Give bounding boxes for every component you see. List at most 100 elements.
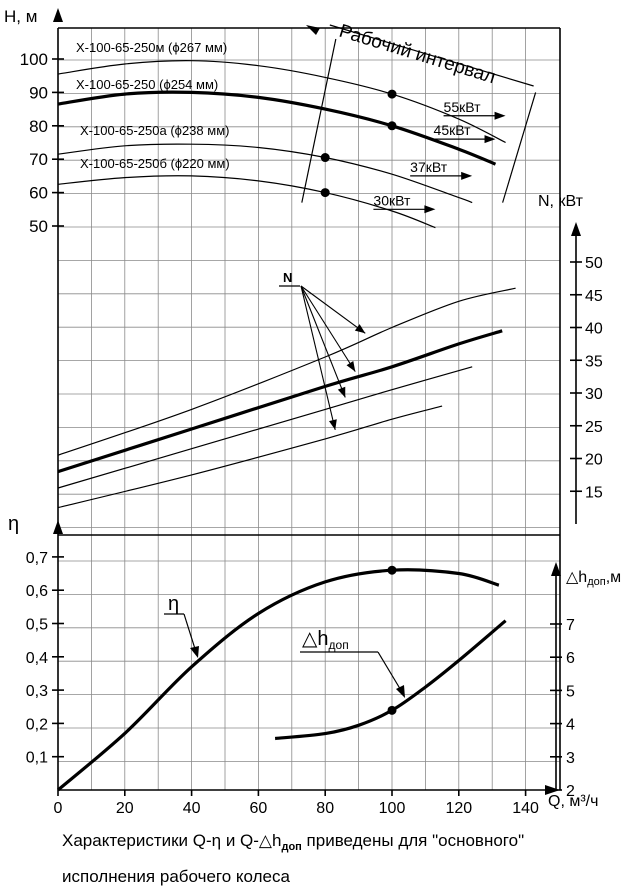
npsh-marker — [387, 705, 397, 715]
power-curves: N — [57, 270, 516, 509]
n-axis-arrow — [571, 222, 581, 236]
efficiency-arrowhead — [190, 646, 199, 658]
chart-caption: Характеристики Q-η и Q-△hдоп приведены д… — [62, 826, 632, 892]
h-tick-label: 70 — [29, 150, 48, 169]
efficiency-leader — [183, 613, 197, 653]
head-curve-marker — [320, 188, 330, 198]
n-tick-label: 25 — [585, 419, 603, 436]
working-interval-left-boundary — [301, 38, 337, 203]
working-interval-right-boundary — [502, 92, 537, 203]
power-curves-arrowhead — [329, 419, 337, 430]
efficiency-curve — [56, 568, 500, 792]
caption-line-1-b: приведены для "основного" — [301, 831, 525, 850]
eta-tick-label: 0,3 — [26, 683, 48, 700]
n-tick-label: 15 — [585, 484, 603, 501]
power-rating-arrowhead — [461, 171, 473, 180]
q-tick-label: 40 — [183, 800, 201, 817]
power-curves-leader — [300, 285, 346, 398]
h-tick-label: 90 — [29, 83, 48, 102]
axis-ticks: 0 20 40 60 80 100 120 1405060708090100152025303… — [20, 50, 603, 817]
grid — [58, 28, 560, 790]
power-rating-label: 45кВт — [434, 122, 472, 138]
power-curve — [57, 366, 473, 489]
dh-tick-label: 3 — [566, 750, 575, 767]
working-interval-arrowhead — [306, 25, 320, 35]
caption-line-2: исполнения рабочего колеса — [62, 867, 290, 886]
dh-axis-title-unit: ,м — [606, 569, 621, 586]
q-axis-title: Q, м³/ч — [548, 793, 598, 810]
head-curve — [57, 175, 436, 229]
n-tick-label: 50 — [585, 255, 603, 272]
eta-tick-label: 0,5 — [26, 617, 48, 634]
caption-line-1-a: Характеристики Q-η и Q-△h — [62, 831, 282, 850]
eta-tick-label: 0,2 — [26, 716, 48, 733]
q-tick-label: 20 — [116, 800, 134, 817]
working-interval: Рабочий интервал 55кВт 45кВт 37кВт 30кВт — [301, 21, 537, 214]
q-tick-label: 120 — [445, 800, 472, 817]
dh-tick-label: 4 — [566, 717, 575, 734]
power-rating-label: 37кВт — [410, 159, 448, 175]
h-axis-arrow — [53, 8, 63, 22]
power-curves-arrowhead — [354, 324, 366, 334]
power-curves-arrowhead — [337, 386, 346, 398]
efficiency-marker — [387, 565, 397, 575]
power-curves-leader — [300, 285, 336, 431]
dh-axis-title: △hдоп,м — [566, 569, 621, 588]
h-tick-label: 80 — [29, 117, 48, 136]
q-tick-label: 140 — [512, 800, 539, 817]
dh-axis-arrow — [551, 562, 561, 576]
head-curve-marker — [387, 121, 397, 131]
eta-tick-label: 0,6 — [26, 583, 48, 600]
npsh-curve-label-main: △h — [302, 628, 329, 650]
npsh-leader — [377, 651, 403, 693]
power-rating-label: 30кВт — [373, 192, 411, 208]
eta-axis-arrow — [53, 520, 63, 534]
power-curve — [57, 287, 516, 456]
eta-tick-label: 0,1 — [26, 750, 48, 767]
n-tick-label: 45 — [585, 288, 603, 305]
h-axis-title: Н, м — [4, 7, 37, 26]
power-rating-label: 55кВт — [444, 99, 482, 115]
dh-axis-title-main: △h — [566, 569, 587, 586]
power-rating-arrowhead — [494, 111, 506, 120]
npsh-curve-label-sub: доп — [329, 638, 349, 652]
power-curves-leader — [300, 285, 356, 372]
head-curves: Х-100-65-250м (ϕ267 мм) Х-100-65-250 (ϕ25… — [57, 40, 506, 229]
eta-tick-label: 0,4 — [26, 650, 48, 667]
npsh-arrowhead — [396, 685, 405, 698]
head-curve-label: Х-100-65-250б (ϕ220 мм) — [80, 156, 230, 171]
head-curve-label: Х-100-65-250 (ϕ254 мм) — [76, 77, 218, 92]
n-axis-title: N, кВт — [538, 193, 584, 210]
q-tick-label: 100 — [379, 800, 406, 817]
eta-axis-title: η — [8, 513, 19, 535]
power-rating-arrowhead — [484, 135, 496, 144]
dh-tick-label: 5 — [566, 683, 575, 700]
head-curve — [57, 60, 506, 144]
eta-tick-label: 0,7 — [26, 550, 48, 567]
dh-tick-label: 7 — [566, 617, 575, 634]
dh-tick-label: 6 — [566, 650, 575, 667]
power-curve — [57, 405, 443, 509]
h-tick-label: 60 — [29, 184, 48, 203]
h-tick-label: 100 — [20, 50, 48, 69]
power-curves-label: N — [283, 270, 292, 285]
n-tick-label: 40 — [585, 321, 603, 338]
npsh-curve-group: △hдоп — [274, 619, 507, 741]
power-curves-arrowhead — [346, 361, 356, 372]
head-curve-label: Х-100-65-250а (ϕ238 мм) — [80, 123, 229, 138]
head-curve-label: Х-100-65-250м (ϕ267 мм) — [76, 40, 227, 55]
caption-line-1: Характеристики Q-η и Q-△hдоп приведены д… — [62, 826, 632, 862]
q-tick-label: 80 — [316, 800, 334, 817]
caption-line-1-sub: доп — [281, 841, 302, 853]
power-curve — [57, 329, 503, 474]
head-curve-marker — [320, 153, 330, 163]
efficiency-curve-label: η — [168, 593, 179, 615]
dh-axis-title-sub: доп — [587, 576, 606, 588]
h-tick-label: 50 — [29, 217, 48, 236]
n-tick-label: 30 — [585, 386, 603, 403]
q-tick-label: 60 — [250, 800, 268, 817]
n-tick-label: 20 — [585, 452, 603, 469]
n-tick-label: 35 — [585, 353, 603, 370]
power-curves-leader — [300, 285, 366, 334]
